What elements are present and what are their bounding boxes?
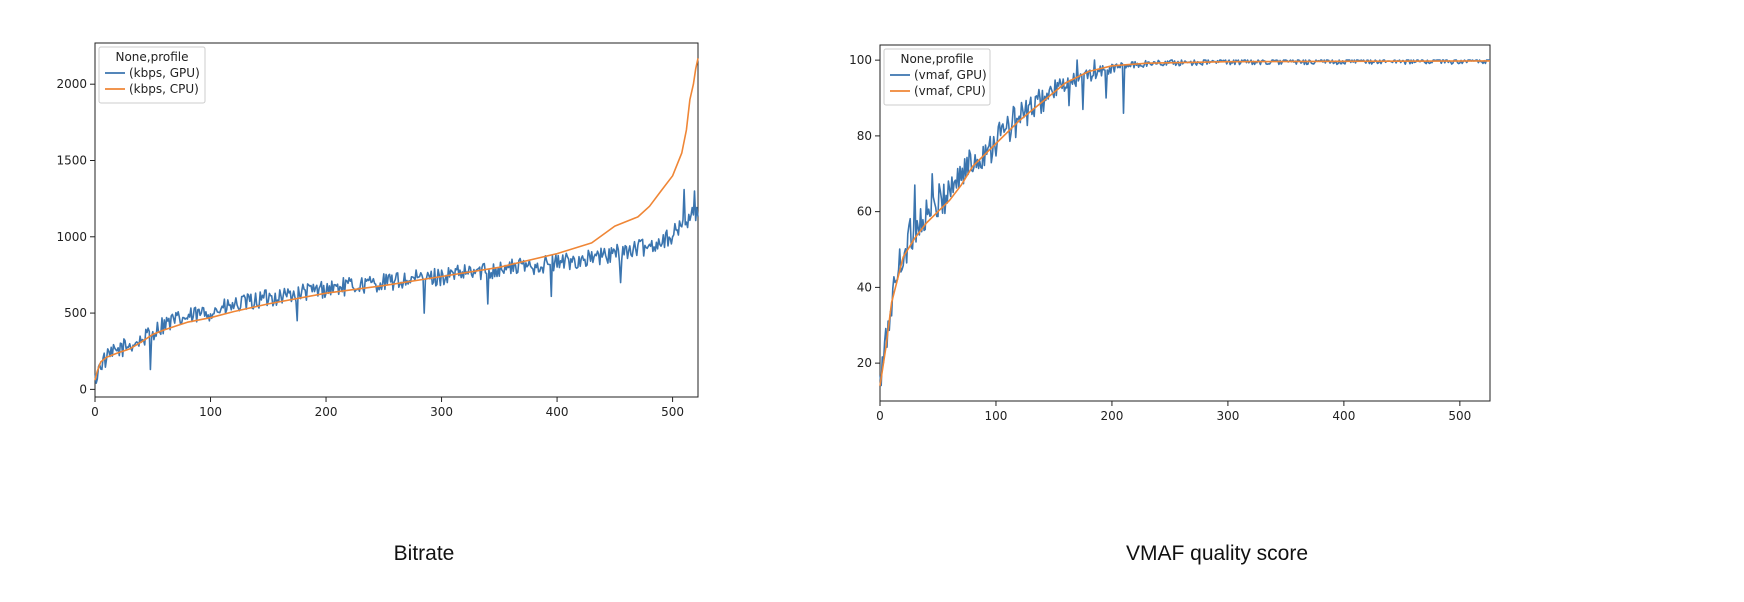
legend-box: [883, 48, 991, 106]
y-tick-label: 20: [857, 356, 872, 370]
legend-label: (kbps, GPU): [129, 66, 200, 80]
series-line-cpu: [879, 60, 1491, 387]
bitrate-caption: Bitrate: [393, 542, 455, 565]
y-tick-label: 500: [64, 306, 87, 320]
y-tick-label: 2000: [56, 77, 87, 91]
y-tick-label: 100: [849, 53, 872, 67]
x-tick-label: 500: [1448, 409, 1471, 423]
plot-frame: [94, 42, 699, 398]
x-tick-label: 300: [430, 405, 453, 419]
x-tick-label: 200: [1100, 409, 1123, 423]
series-line-gpu: [879, 59, 1490, 387]
legend-title: None,profile: [115, 50, 188, 64]
y-tick-label: 60: [857, 205, 872, 219]
y-tick-label: 40: [857, 280, 872, 294]
legend-title: None,profile: [900, 52, 973, 66]
plot-frame: [879, 44, 1491, 402]
x-tick-label: 100: [199, 405, 222, 419]
series-line-gpu: [94, 188, 699, 384]
legend-label: (kbps, CPU): [129, 82, 199, 96]
x-tick-label: 400: [546, 405, 569, 419]
x-tick-label: 0: [91, 405, 99, 419]
legend-label: (vmaf, GPU): [914, 68, 987, 82]
x-tick-label: 200: [315, 405, 338, 419]
legend-label: (vmaf, CPU): [914, 84, 986, 98]
x-tick-label: 100: [985, 409, 1008, 423]
bitrate-chart: 0 100 200 300 400 500 0 500 1000 1500 2000 None,pro…: [56, 42, 699, 419]
y-tick-label: 1500: [56, 153, 87, 167]
y-tick-label: 1000: [56, 230, 87, 244]
vmaf-chart: 0 100 200 300 400 500 20 40 60 80 100 None,profile (…: [849, 44, 1491, 423]
vmaf-caption: VMAF quality score: [1125, 542, 1309, 565]
x-tick-label: 500: [661, 405, 684, 419]
x-tick-label: 300: [1216, 409, 1239, 423]
bitrate-panel: 0 100 200 300 400 500 0 500 1000 1500 2000 None,pro…: [56, 42, 699, 565]
x-tick-label: 400: [1332, 409, 1355, 423]
y-tick-label: 80: [857, 129, 872, 143]
y-tick-label: 0: [79, 382, 87, 396]
series-line-cpu: [94, 58, 699, 381]
legend-box: [98, 46, 206, 104]
x-tick-label: 0: [876, 409, 884, 423]
